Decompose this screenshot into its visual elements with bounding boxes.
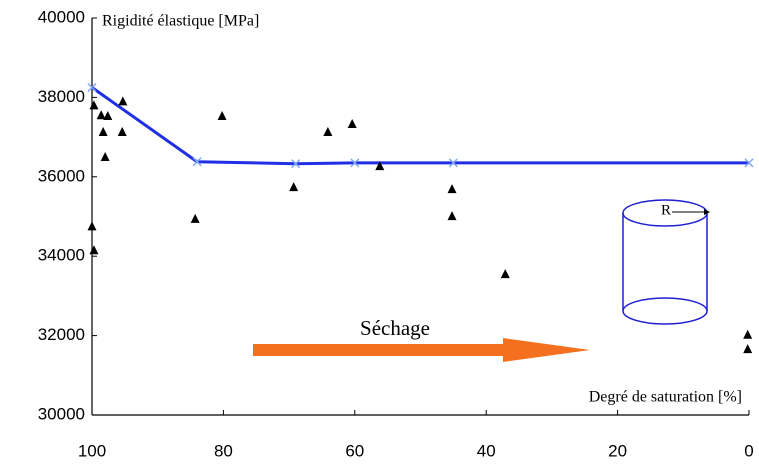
- annotation: Séchage: [360, 316, 430, 340]
- x-tick-label: 80: [214, 441, 233, 460]
- radius-arrow-head: [704, 209, 710, 215]
- point: [743, 329, 753, 339]
- line-marker: [192, 157, 202, 167]
- point: [500, 269, 510, 279]
- point: [87, 221, 97, 231]
- point: [117, 126, 127, 136]
- line-marker: [291, 159, 301, 169]
- point: [118, 96, 128, 106]
- point: [217, 111, 227, 121]
- annotation: R: [661, 202, 671, 218]
- y-tick-label: 40000: [38, 7, 85, 26]
- x-tick-label: 40: [477, 441, 496, 460]
- y-tick-label: 38000: [38, 87, 85, 106]
- cylinder: [622, 199, 710, 325]
- y-tick-label: 36000: [38, 166, 85, 185]
- line-marker: [448, 158, 458, 168]
- arrow-shaft: [253, 344, 503, 356]
- y-tick-label: 32000: [38, 325, 85, 344]
- x-tick-label: 20: [608, 441, 627, 460]
- x-tick-label: 60: [345, 441, 364, 460]
- point: [347, 118, 357, 128]
- point: [98, 126, 108, 136]
- line: [91, 86, 749, 166]
- cylinder-bottom: [622, 297, 708, 325]
- y-tick-label: 34000: [38, 246, 85, 265]
- point: [190, 213, 200, 223]
- point: [743, 344, 753, 354]
- arrow-head: [503, 338, 590, 362]
- point: [96, 110, 106, 120]
- point: [447, 184, 457, 194]
- point: [89, 245, 99, 255]
- line-marker: [87, 82, 97, 93]
- point: [289, 182, 299, 192]
- point: [89, 100, 99, 110]
- x-tick-label: 0: [744, 441, 753, 460]
- line-marker: [744, 158, 754, 168]
- drying-arrow: [253, 338, 590, 362]
- point: [447, 211, 457, 221]
- line-marker: [350, 158, 360, 168]
- point: [323, 126, 333, 136]
- x-tick-label: 100: [78, 441, 106, 460]
- point: [100, 151, 110, 161]
- point: [375, 161, 385, 171]
- x-axis-label: Degré de saturation [%]: [589, 389, 742, 406]
- y-axis-label: Rigidité élastique [MPa]: [102, 13, 259, 30]
- point: [103, 111, 113, 121]
- y-tick-label: 30000: [38, 404, 85, 423]
